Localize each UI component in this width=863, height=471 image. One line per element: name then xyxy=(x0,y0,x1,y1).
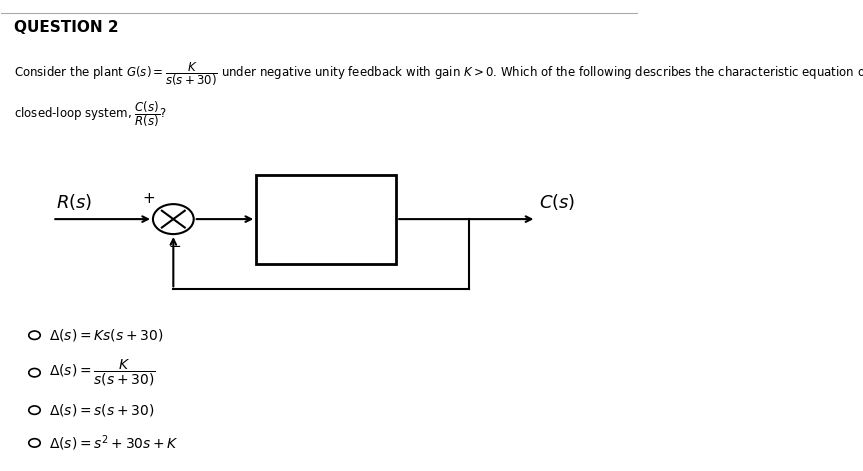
Text: closed-loop system, $\dfrac{C(s)}{R(s)}$?: closed-loop system, $\dfrac{C(s)}{R(s)}$… xyxy=(14,100,167,130)
FancyBboxPatch shape xyxy=(256,175,396,264)
Text: $K$: $K$ xyxy=(318,184,334,203)
Text: Consider the plant $G(s) = \dfrac{K}{s(s+30)}$ under negative unity feedback wit: Consider the plant $G(s) = \dfrac{K}{s(s… xyxy=(14,60,863,88)
Text: QUESTION 2: QUESTION 2 xyxy=(14,20,119,35)
Text: +: + xyxy=(142,191,155,206)
Text: $\Delta(s) = s(s+30)$: $\Delta(s) = s(s+30)$ xyxy=(49,402,154,418)
Text: $\Delta(s) = Ks(s+30)$: $\Delta(s) = Ks(s+30)$ xyxy=(49,327,164,343)
Text: $-$: $-$ xyxy=(168,237,181,252)
Text: $R(s)$: $R(s)$ xyxy=(55,192,91,212)
Text: $C(s)$: $C(s)$ xyxy=(539,192,576,212)
Text: $\Delta(s) = s^2 + 30s + K$: $\Delta(s) = s^2 + 30s + K$ xyxy=(49,433,180,453)
Text: $\Delta(s) = \dfrac{K}{s(s+30)}$: $\Delta(s) = \dfrac{K}{s(s+30)}$ xyxy=(49,357,155,388)
Text: $s(s+30)$: $s(s+30)$ xyxy=(290,228,362,248)
